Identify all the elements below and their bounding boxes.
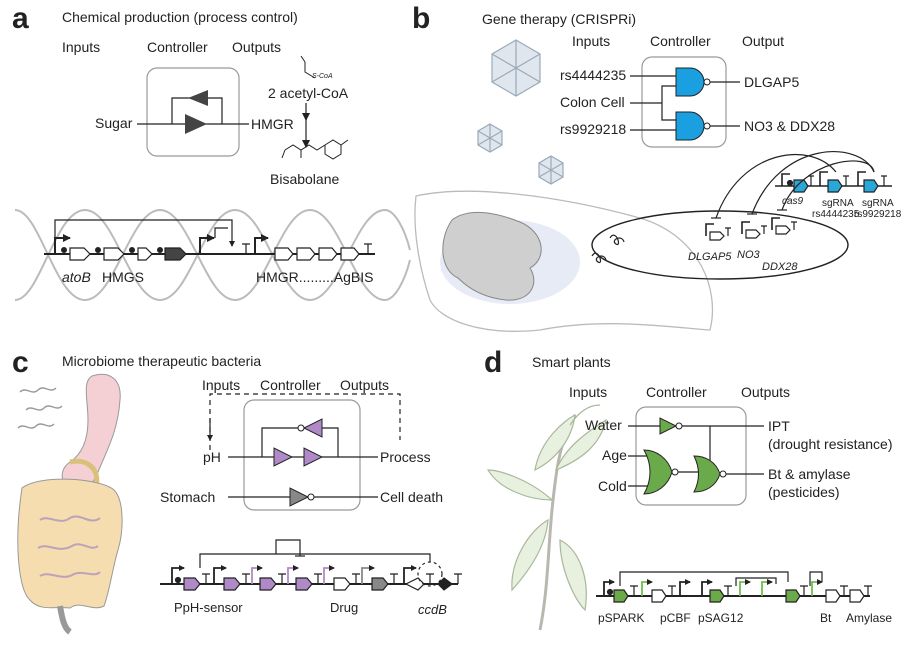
panel-b-controller-box [641, 56, 727, 148]
panel-a-controller: Controller [147, 39, 208, 55]
panel-c-stomach: Stomach [160, 489, 215, 505]
nor-gate-icon [675, 111, 705, 141]
panel-a-hmgs: HMGS [102, 269, 144, 285]
panel-b-g3: DDX28 [762, 261, 798, 273]
panel-c-ph: pH [203, 449, 221, 465]
panel-d-bt: Bt & amylase [768, 466, 851, 482]
panel-b-sg1b: rs4444235 [812, 209, 860, 220]
virus-icon [477, 39, 564, 185]
panel-b-title: Gene therapy (CRISPRi) [482, 11, 636, 27]
panel-c-drug: Drug [330, 600, 358, 615]
bisabolane-structure [281, 139, 349, 160]
panel-b-letter: b [412, 2, 430, 35]
feedback-gate-icon [188, 90, 208, 106]
panel-b-in1: rs4444235 [560, 67, 626, 83]
panel-b-g1: DLGAP5 [688, 251, 732, 263]
cell-outline [414, 190, 714, 332]
panel-a: a Chemical production (process control) … [12, 2, 411, 302]
panel-a-bisabolane: Bisabolane [270, 171, 339, 187]
panel-c: c Microbiome therapeutic bacteria Inputs… [12, 346, 462, 635]
not-gate-icon [302, 418, 323, 438]
panel-c-process: Process [380, 449, 431, 465]
panel-d-outputs: Outputs [741, 384, 790, 400]
panel-c-controller-box [243, 399, 361, 511]
panel-a-hmgr-agbis: HMGR.........AgBIS [256, 269, 373, 285]
panel-b-controller: Controller [650, 33, 711, 49]
panel-b-g2: NO3 [737, 249, 761, 261]
panel-d-title: Smart plants [532, 354, 611, 370]
panel-b-inputs: Inputs [572, 33, 610, 49]
panel-d-amylase: Amylase [846, 611, 892, 625]
panel-b-sg1a: sgRNA [822, 198, 854, 209]
panel-a-scoa: S-CoA [312, 73, 333, 80]
panel-b-out1: DLGAP5 [744, 74, 799, 90]
panel-a-atob: atoB [62, 269, 91, 285]
panel-d-ipt-sub: (drought resistance) [768, 436, 893, 452]
panel-c-ccdb: ccdB [418, 602, 447, 617]
panel-b-sg2b: rs9929218 [854, 209, 902, 220]
panel-a-title: Chemical production (process control) [62, 9, 298, 25]
panel-c-controller: Controller [260, 377, 321, 393]
panel-b: b Gene therapy (CRISPRi) Inputs Controll… [412, 2, 902, 332]
nor-gate-icon [693, 455, 721, 493]
panel-b-in2: Colon Cell [560, 94, 625, 110]
panel-d-pspark: pSPARK [598, 611, 644, 625]
panel-d-inputs: Inputs [569, 384, 607, 400]
panel-c-title: Microbiome therapeutic bacteria [62, 353, 261, 369]
nor-gate-icon [675, 67, 705, 97]
plant-illustration [486, 404, 607, 631]
panel-d-letter: d [484, 346, 502, 379]
panel-b-in3: rs9929218 [560, 121, 626, 137]
panel-d-controller: Controller [646, 384, 707, 400]
panel-b-sg2a: sgRNA [862, 198, 894, 209]
buffer-gate-icon [273, 447, 294, 467]
panel-d-btg: Bt [820, 611, 832, 625]
panel-d-psag12: pSAG12 [698, 611, 744, 625]
panel-b-cas9: cas9 [782, 196, 804, 207]
panel-a-outputs: Outputs [232, 39, 281, 55]
panel-d-ipt: IPT [768, 418, 790, 434]
buffer-gate-icon [185, 114, 207, 134]
bacteria-icon [17, 387, 63, 429]
panel-d-age: Age [602, 447, 627, 463]
chromosome [442, 211, 542, 301]
gut-illustration [17, 373, 123, 635]
panel-d-water: Water [585, 417, 622, 433]
panel-c-sensor: PpH-sensor [174, 600, 243, 615]
panel-a-inputs: Inputs [62, 39, 100, 55]
wave-1 [14, 208, 411, 302]
plasmid-loop [591, 210, 849, 280]
not-gate-icon [659, 417, 678, 435]
panel-a-controller-box [146, 67, 240, 157]
panel-c-outputs: Outputs [340, 377, 389, 393]
panel-c-inputs: Inputs [202, 377, 240, 393]
panel-b-out2: NO3 & DDX28 [744, 118, 835, 134]
panel-a-letter: a [12, 2, 29, 35]
panel-a-acetyl: 2 acetyl-CoA [268, 85, 349, 101]
wave-2 [14, 208, 411, 302]
nor-gate-icon [643, 449, 673, 495]
not-gate-icon [289, 487, 310, 507]
feedback-dashed [209, 393, 401, 450]
panel-d-pcbf: pCBF [660, 611, 691, 625]
panel-d-bt-sub: (pesticides) [768, 484, 840, 500]
panel-d: d Smart plants Inputs Controller Outputs… [484, 346, 893, 631]
repression-arcs [711, 151, 875, 219]
panel-d-cold: Cold [598, 478, 627, 494]
panel-a-hmgr: HMGR [251, 116, 294, 132]
buffer-gate-icon [303, 447, 324, 467]
panel-c-death: Cell death [380, 489, 443, 505]
panel-c-letter: c [12, 346, 29, 379]
panel-a-sugar: Sugar [95, 115, 133, 131]
panel-b-output: Output [742, 33, 784, 49]
